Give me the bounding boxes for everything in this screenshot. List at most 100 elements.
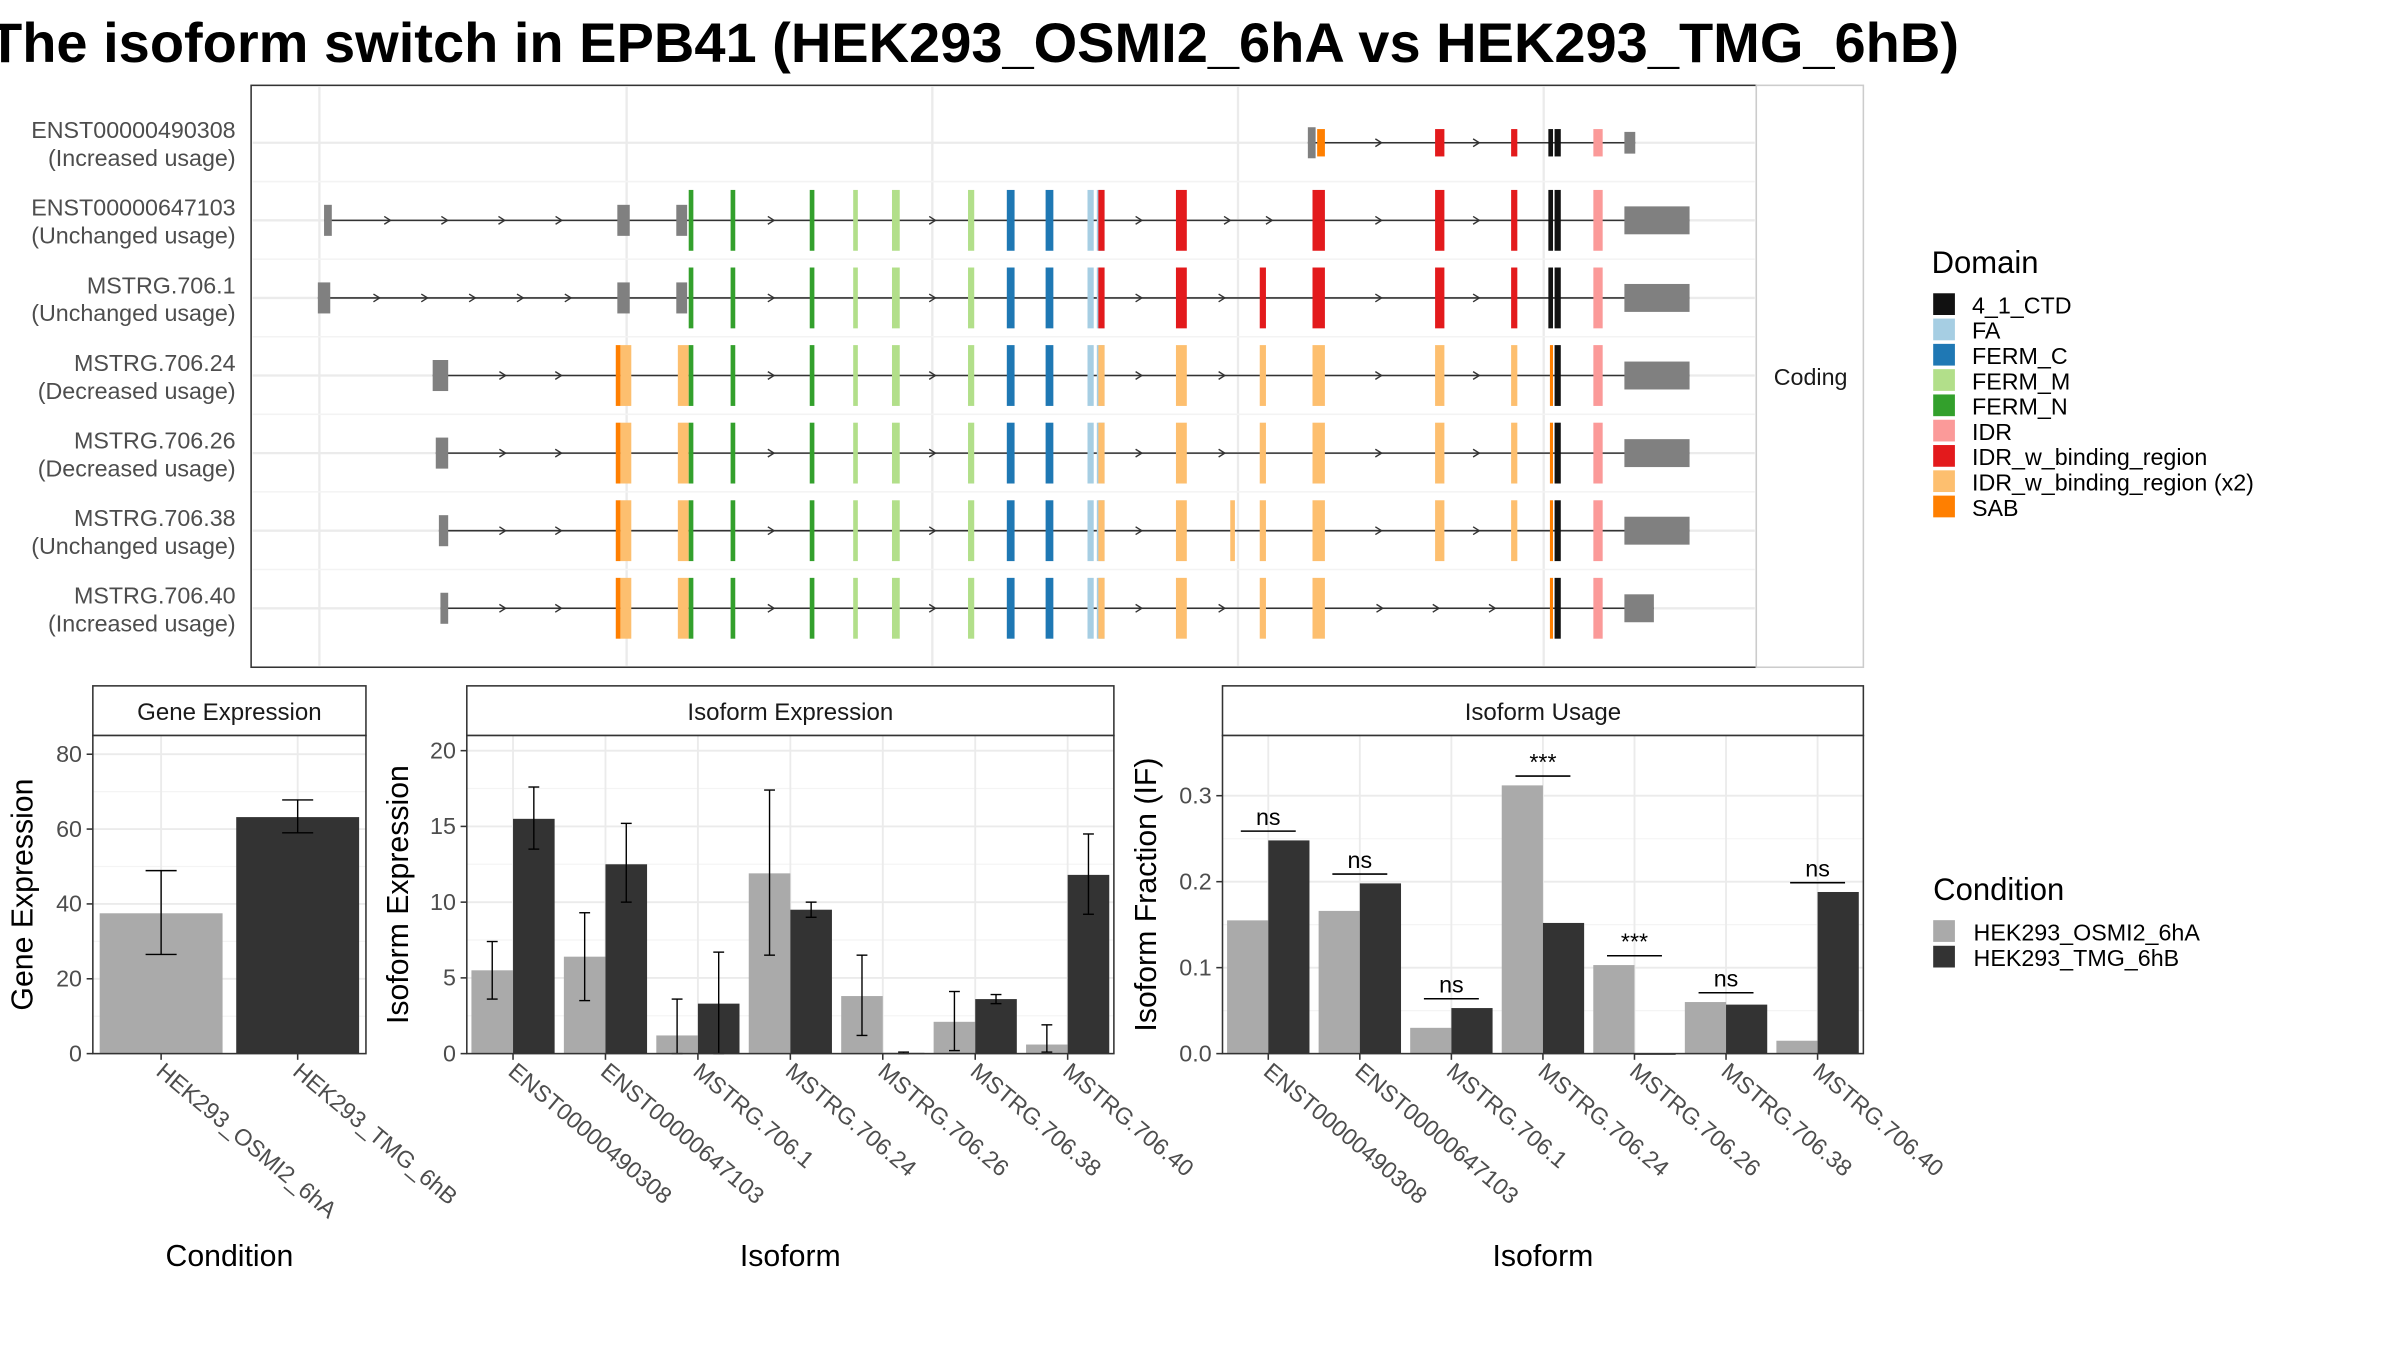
direction-arrow (499, 526, 507, 536)
exon-block (1435, 345, 1445, 406)
direction-arrow (1432, 603, 1441, 613)
isoform-usage-panel: Isoform Usage ns ns ns *** *** ns ns 0.0 0.1 0.2 0.… (1130, 685, 1949, 1273)
exon-block (1549, 422, 1554, 484)
exon-block (1045, 422, 1054, 484)
transcript-name-label: MSTRG.706.40 (74, 583, 236, 609)
exon-block (620, 345, 632, 406)
exon-block (1045, 267, 1054, 329)
exon-block (620, 422, 632, 484)
exon-block (730, 345, 736, 406)
exon-block (853, 577, 858, 639)
exon-block (891, 267, 900, 329)
transcript-usage-label: (Decreased usage) (38, 455, 236, 481)
bar (1318, 910, 1360, 1054)
significance-label: ns (1256, 804, 1281, 830)
exon-block (1259, 500, 1266, 562)
exon-block (891, 345, 900, 406)
exon-block (440, 592, 449, 624)
direction-arrow (1218, 448, 1227, 458)
exon-block (1087, 500, 1094, 562)
direction-arrow (767, 215, 776, 225)
exon-block (1435, 129, 1445, 157)
transcript-structure-row (435, 422, 1690, 484)
x-tick-label: ENST00000490308 (1259, 1058, 1432, 1209)
exon-block (1593, 577, 1603, 639)
exon-block (1624, 439, 1690, 468)
exon-block (1175, 577, 1187, 639)
exon-block (1312, 422, 1325, 484)
bar (1726, 1004, 1768, 1054)
exon-block (891, 422, 900, 484)
condition-legend-label: HEK293_OSMI2_6hA (1974, 919, 2201, 945)
transcript-name-label: MSTRG.706.38 (74, 505, 236, 531)
direction-arrow (1223, 215, 1232, 225)
exon-block (1312, 189, 1325, 251)
exon-block (809, 267, 815, 329)
domain-legend: Domain 4_1_CTDFAFERM_CFERM_MFERM_NIDRIDR… (1932, 245, 2254, 521)
transcript-structure-row (432, 345, 1690, 406)
exon-block (968, 189, 975, 251)
y-tick-label: 10 (430, 889, 456, 915)
bar (1501, 785, 1543, 1054)
exon-block (1511, 129, 1518, 157)
direction-arrow (767, 371, 776, 380)
error-bar (486, 940, 498, 1000)
significance-label: ns (1805, 855, 1830, 881)
bar (1684, 1002, 1727, 1054)
exon-block (1259, 267, 1266, 329)
exon-block (1593, 345, 1603, 406)
direction-arrow (499, 603, 507, 613)
direction-arrow (928, 293, 937, 303)
exon-block (1548, 267, 1554, 329)
exon-block (676, 282, 688, 314)
direction-arrow (1374, 371, 1383, 380)
exon-block (891, 189, 900, 251)
direction-arrow (554, 371, 563, 380)
y-tick-label: 80 (56, 741, 82, 767)
panel-border (92, 734, 367, 1055)
exon-block (1087, 345, 1094, 406)
exon-block (1593, 267, 1603, 329)
exon-block (438, 515, 449, 547)
exon-block (809, 577, 815, 639)
transcript-name-label: MSTRG.706.1 (87, 272, 236, 298)
exon-block (676, 204, 688, 236)
exon-block (688, 577, 694, 639)
direction-arrow (1135, 448, 1144, 458)
exon-block (1259, 422, 1266, 484)
direction-arrow (1374, 138, 1383, 148)
exon-block (615, 577, 621, 639)
exon-block (1435, 422, 1445, 484)
domain-legend-label: 4_1_CTD (1972, 292, 2072, 318)
y-tick-label: 0.3 (1179, 782, 1211, 808)
direction-arrow (1265, 215, 1274, 225)
direction-arrow (1472, 215, 1481, 225)
exon-block (1554, 267, 1561, 329)
domain-legend-label: IDR_w_binding_region (x2) (1972, 470, 2254, 496)
significance-label: ns (1714, 966, 1739, 992)
direction-arrow (564, 293, 573, 303)
exon-block (1312, 345, 1325, 406)
significance-label: *** (1621, 929, 1648, 955)
direction-arrow (767, 448, 776, 458)
direction-arrow (420, 293, 429, 303)
structure-facet-label: Coding (1774, 364, 1848, 390)
exon-block (1175, 267, 1187, 329)
y-tick-label: 5 (443, 965, 456, 991)
x-tick-label: ENST00000490308 (504, 1058, 677, 1209)
y-tick-label: 0.0 (1179, 1040, 1211, 1066)
exon-block (1511, 267, 1518, 329)
direction-arrow (767, 603, 776, 613)
exon-block (1087, 577, 1094, 639)
error-bar (764, 789, 775, 956)
exon-block (1435, 189, 1445, 251)
significance-label: ns (1348, 847, 1373, 873)
gene-expression-panel: Gene Expression020406080HEK293_OSMI2_6hA… (6, 685, 462, 1273)
error-bar (948, 990, 960, 1052)
exon-block (1624, 594, 1654, 623)
exon-block (1175, 345, 1187, 406)
error-bar (528, 786, 540, 850)
y-axis-title: Isoform Fraction (IF) (1130, 758, 1163, 1032)
error-bar (620, 822, 632, 903)
exon-block (1593, 422, 1603, 484)
